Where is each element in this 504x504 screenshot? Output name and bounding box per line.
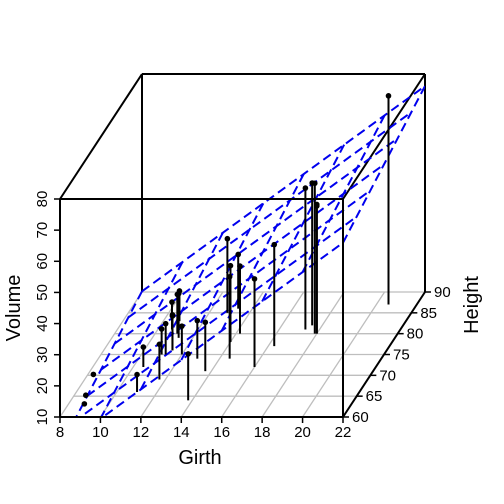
x-tick-label: 18 [254,424,271,441]
box-edge-top-left [59,73,143,200]
z-tick-label: 40 [34,315,51,332]
data-point [90,371,97,378]
x-tick-label: 22 [335,424,352,441]
plane-line-height [141,85,425,293]
x-tick-label: 16 [213,424,230,441]
data-point [175,290,182,297]
data-point [224,235,231,242]
y-axis-title: Height [461,276,483,334]
data-point [302,185,309,191]
box-edge-top-right [342,73,426,200]
plane-line-girth [180,202,265,361]
box-back-edges [59,73,426,292]
data-point [169,312,176,318]
tick-labels: 8 10 12 14 16 18 20 22 10 20 30 40 50 60 70 80 60 65 70 75 8… [34,191,451,441]
data-point [82,392,89,399]
regression-plane [60,85,425,417]
z-tick-label: 60 [34,253,51,270]
data-point [237,263,243,269]
data-point [162,320,169,327]
data-point [226,273,233,280]
data-point [227,262,234,269]
z-tick-label: 50 [34,284,51,301]
x-tick-label: 20 [294,424,311,441]
x-tick-label: 10 [92,424,109,441]
y-tick-label: 60 [352,409,369,426]
z-tick-label: 20 [34,378,51,395]
x-tick-label: 14 [173,424,190,441]
data-point [81,401,88,407]
z-tick-label: 80 [34,191,51,208]
z-tick-label: 30 [34,346,51,363]
plane-line-height [127,111,412,319]
data-points [81,93,392,407]
data-point [156,341,163,348]
y-tick-label: 90 [434,284,451,301]
data-point [311,180,318,187]
z-tick-label: 10 [34,409,51,426]
data-point [134,371,140,378]
data-point [385,93,392,99]
y-tick-label: 80 [407,326,424,343]
x-tick-label: 12 [133,424,150,441]
data-point [169,299,175,305]
z-tick-label: 70 [34,222,51,239]
y-tick-label: 85 [420,305,437,322]
plane-line-height [60,241,344,417]
plane-line-girth [342,85,425,244]
y-tick-label: 75 [393,347,410,364]
data-point [140,344,147,350]
data-point [235,251,242,258]
z-axis-title: Volume [3,275,25,342]
data-point [202,319,209,326]
y-tick-label: 70 [379,367,396,384]
data-point [251,276,258,282]
plane-lines [60,85,425,417]
data-point [271,241,278,248]
data-point [158,326,165,332]
y-tick-label: 65 [366,388,383,405]
data-point [179,323,185,329]
x-tick-label: 8 [56,424,64,441]
plane-line-height [73,215,358,417]
data-point [314,203,320,209]
x-axis-title: Girth [178,447,221,469]
plane-line-height [114,137,399,345]
data-point [194,317,201,324]
plane-line-girth [261,144,346,302]
data-point [185,351,191,357]
